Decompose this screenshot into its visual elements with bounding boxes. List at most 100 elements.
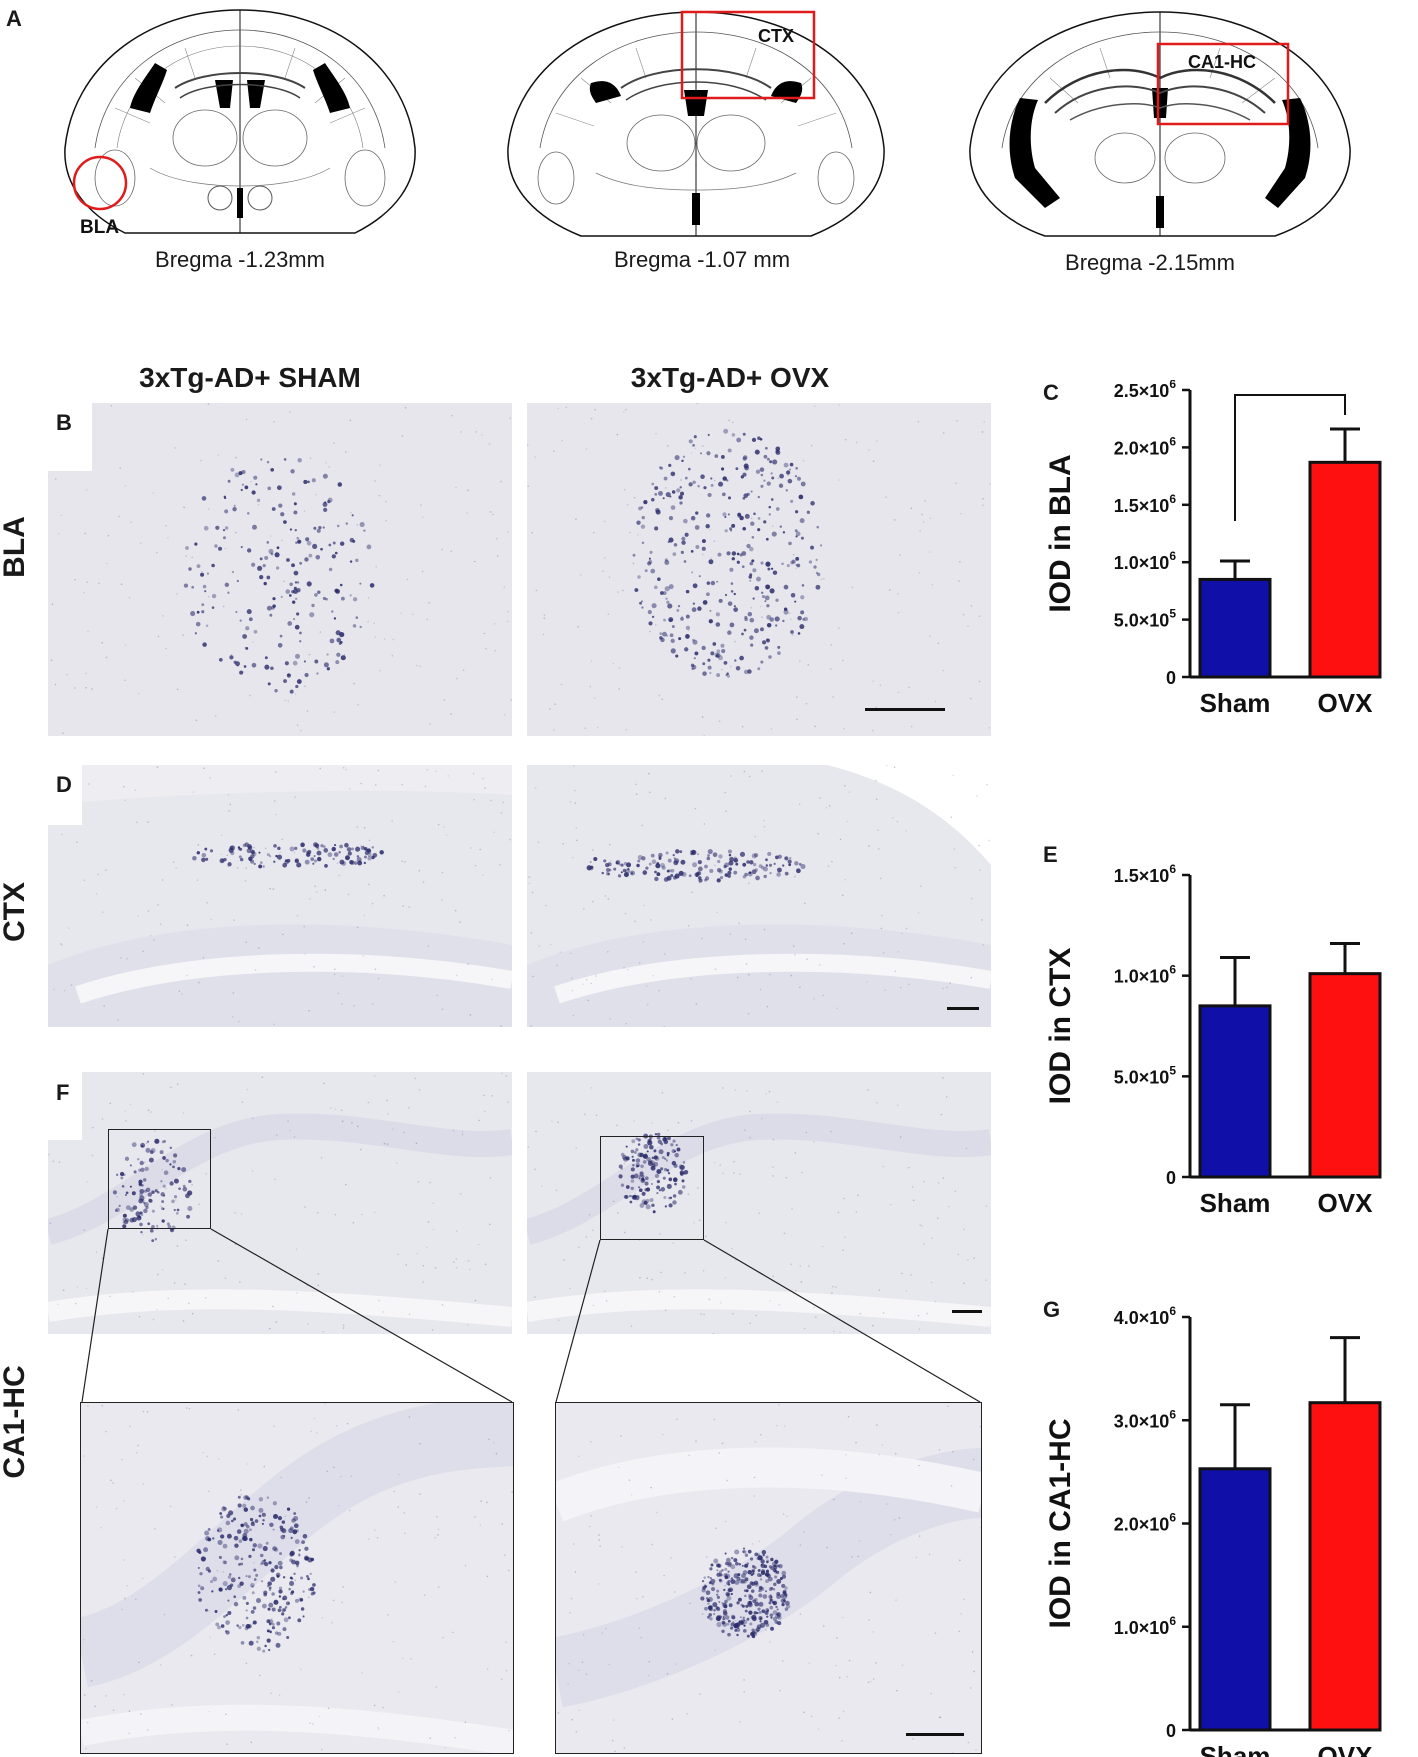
- micrograph-ca1-sham-zoom: [80, 1402, 514, 1754]
- background-speckle: [414, 1077, 417, 1080]
- background-speckle: [663, 1574, 665, 1577]
- background-speckle: [258, 1674, 261, 1677]
- background-speckle: [242, 1506, 244, 1509]
- stained-cell: [224, 582, 230, 588]
- background-speckle: [393, 1490, 396, 1493]
- stained-cell: [744, 1563, 749, 1568]
- background-speckle: [347, 893, 350, 896]
- background-speckle: [838, 627, 840, 630]
- stained-cell: [682, 1161, 686, 1164]
- background-speckle: [253, 846, 255, 849]
- stained-cell: [261, 1522, 264, 1525]
- background-speckle: [609, 1018, 611, 1020]
- background-speckle: [374, 480, 377, 482]
- stained-cell: [275, 566, 280, 570]
- background-speckle: [527, 1146, 530, 1148]
- stained-cell: [138, 1182, 142, 1186]
- background-speckle: [464, 1721, 467, 1724]
- stained-cell: [296, 612, 300, 616]
- background-speckle: [184, 1283, 186, 1286]
- background-speckle: [490, 799, 492, 802]
- stained-cell: [654, 876, 659, 882]
- background-speckle: [95, 1506, 98, 1509]
- background-speckle: [83, 1229, 86, 1231]
- stained-cell: [633, 1151, 637, 1154]
- stained-cell: [314, 593, 318, 597]
- background-speckle: [169, 1505, 172, 1508]
- background-speckle: [142, 1483, 145, 1485]
- stained-cell: [298, 1549, 301, 1552]
- stained-cell: [764, 595, 770, 601]
- stained-cell: [772, 1565, 775, 1568]
- stained-cell: [656, 1192, 659, 1195]
- stained-cell: [800, 863, 806, 870]
- background-speckle: [254, 969, 257, 971]
- background-speckle: [901, 1272, 903, 1275]
- stained-cell: [649, 1198, 654, 1202]
- stained-cell: [248, 1528, 252, 1532]
- stained-cell: [322, 845, 326, 849]
- stained-cell: [693, 435, 697, 439]
- background-speckle: [289, 411, 291, 413]
- stained-cell: [261, 1512, 266, 1517]
- stained-cell: [204, 590, 207, 593]
- background-speckle: [279, 851, 282, 854]
- stained-cell: [770, 1626, 774, 1631]
- stained-cell: [200, 572, 205, 577]
- background-speckle: [803, 1711, 805, 1714]
- background-speckle: [703, 823, 706, 825]
- stained-cell: [721, 649, 726, 654]
- background-speckle: [85, 1287, 88, 1290]
- background-speckle: [826, 1546, 828, 1549]
- background-speckle: [882, 952, 885, 954]
- background-speckle: [733, 1172, 735, 1174]
- stained-cell: [124, 1193, 128, 1197]
- y-tick-label: 1.0×106: [1114, 963, 1177, 987]
- stained-cell: [161, 1200, 165, 1204]
- background-speckle: [360, 782, 362, 785]
- stained-cell: [708, 1613, 713, 1617]
- stained-cell: [702, 671, 707, 676]
- background-speckle: [637, 589, 640, 592]
- background-speckle: [748, 882, 750, 885]
- stained-cell: [661, 1155, 665, 1159]
- stained-cell: [270, 468, 274, 472]
- stained-cell: [651, 615, 655, 619]
- stained-cell: [672, 552, 677, 556]
- stained-cell: [771, 476, 775, 480]
- stained-cell: [754, 585, 760, 591]
- background-speckle: [67, 927, 70, 929]
- background-speckle: [269, 535, 272, 537]
- background-speckle: [954, 1190, 957, 1193]
- stained-cell: [763, 874, 767, 879]
- stained-cell: [296, 679, 302, 684]
- stained-cell: [163, 1140, 166, 1143]
- stained-cell: [757, 495, 760, 499]
- background-speckle: [174, 447, 176, 449]
- stained-cell: [777, 1564, 780, 1568]
- stained-cell: [782, 864, 785, 867]
- background-speckle: [237, 1409, 240, 1411]
- background-speckle: [422, 1281, 424, 1283]
- stained-cell: [703, 486, 707, 490]
- background-speckle: [181, 993, 184, 996]
- stained-cell: [730, 529, 733, 532]
- stained-cell: [750, 521, 755, 526]
- stained-cell: [651, 1156, 654, 1159]
- stained-cell: [751, 1568, 755, 1573]
- background-speckle: [936, 1217, 939, 1219]
- stained-cell: [727, 630, 732, 635]
- background-speckle: [612, 1719, 615, 1721]
- background-speckle: [848, 791, 851, 793]
- stained-cell: [256, 1598, 261, 1604]
- background-speckle: [908, 686, 911, 689]
- stained-cell: [701, 645, 706, 651]
- stained-cell: [238, 1625, 242, 1630]
- background-speckle: [942, 432, 945, 434]
- background-speckle: [759, 605, 762, 608]
- background-speckle: [623, 410, 625, 413]
- panel-letter-g: G: [1043, 1297, 1061, 1322]
- background-speckle: [95, 1251, 98, 1253]
- stained-cell: [772, 570, 778, 575]
- background-speckle: [462, 669, 465, 671]
